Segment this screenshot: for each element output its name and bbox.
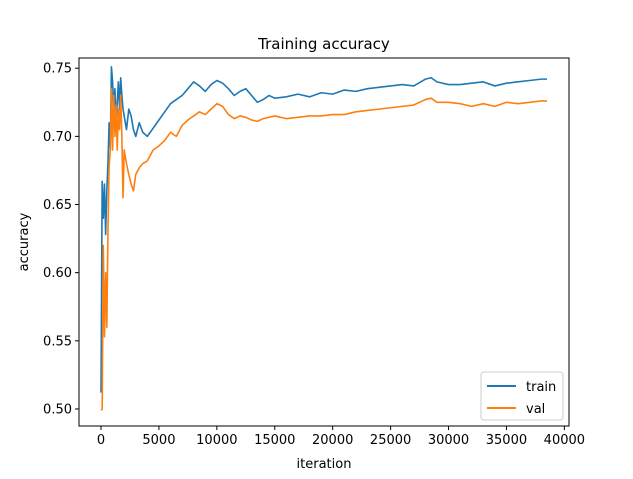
y-tick-label: 0.70	[43, 130, 72, 145]
x-tick-label: 0	[97, 433, 105, 448]
y-tick-label: 0.60	[43, 266, 72, 281]
x-tick-label: 35000	[486, 433, 527, 448]
chart-title: Training accuracy	[257, 35, 390, 53]
legend: train val	[480, 371, 564, 421]
x-tick-label: 40000	[544, 433, 585, 448]
y-axis: 0.50 0.55 0.60 0.65 0.70 0.75	[43, 62, 79, 417]
plot-frame	[78, 57, 570, 427]
x-tick-label: 20000	[312, 433, 353, 448]
x-axis: 0 5000 10000 15000 20000 25000 30000 35000 40000	[97, 426, 585, 448]
x-tick-label: 30000	[428, 433, 469, 448]
legend-label-val: val	[526, 402, 545, 417]
legend-label-train: train	[526, 380, 556, 395]
x-tick-label: 5000	[142, 433, 175, 448]
series-line-val	[100, 87, 547, 411]
y-tick-label: 0.50	[43, 402, 72, 417]
y-tick-label: 0.75	[43, 62, 72, 77]
x-tick-label: 15000	[254, 433, 295, 448]
y-tick-label: 0.55	[43, 334, 72, 349]
y-tick-label: 0.65	[43, 198, 72, 213]
x-tick-label: 25000	[370, 433, 411, 448]
x-tick-label: 10000	[196, 433, 237, 448]
series-layer	[100, 66, 547, 411]
x-axis-title: iteration	[297, 457, 352, 472]
y-axis-title: accuracy	[17, 212, 32, 271]
